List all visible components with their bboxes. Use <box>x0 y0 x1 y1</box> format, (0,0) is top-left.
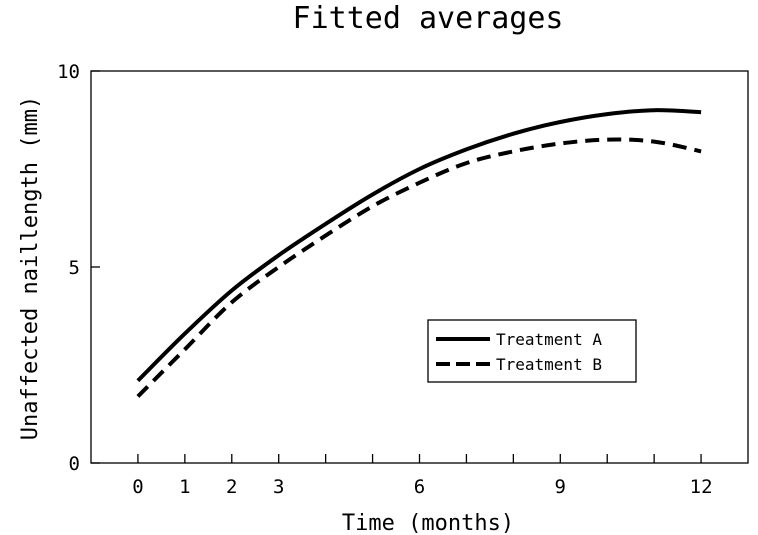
y-tick-label: 5 <box>69 257 80 279</box>
y-axis-label: Unaffected naillength (mm) <box>18 96 43 440</box>
x-tick-label: 2 <box>226 476 237 498</box>
x-tick-label: 9 <box>555 476 566 498</box>
y-tick-label: 0 <box>69 453 80 475</box>
y-tick-label: 10 <box>57 61 80 83</box>
chart-title: Fitted averages <box>293 1 564 36</box>
series-lines <box>136 108 702 398</box>
series-line-treatment-a <box>136 108 702 383</box>
plot-frame <box>90 70 749 464</box>
y-axis: 0 5 10 <box>57 61 100 475</box>
x-tick-label: 12 <box>690 476 713 498</box>
legend-label: Treatment A <box>496 330 602 349</box>
x-tick-label: 1 <box>179 476 190 498</box>
legend-label: Treatment B <box>496 355 602 374</box>
x-axis-label: Time (months) <box>342 511 514 535</box>
x-tick-label: 0 <box>132 476 143 498</box>
x-axis: 0 1 2 3 6 9 12 <box>132 454 713 498</box>
x-tick-label: 6 <box>414 476 425 498</box>
legend: Treatment A Treatment B <box>427 319 637 383</box>
x-tick-label: 3 <box>273 476 284 498</box>
legend-box <box>427 319 637 383</box>
series-line-treatment-b <box>136 137 702 398</box>
